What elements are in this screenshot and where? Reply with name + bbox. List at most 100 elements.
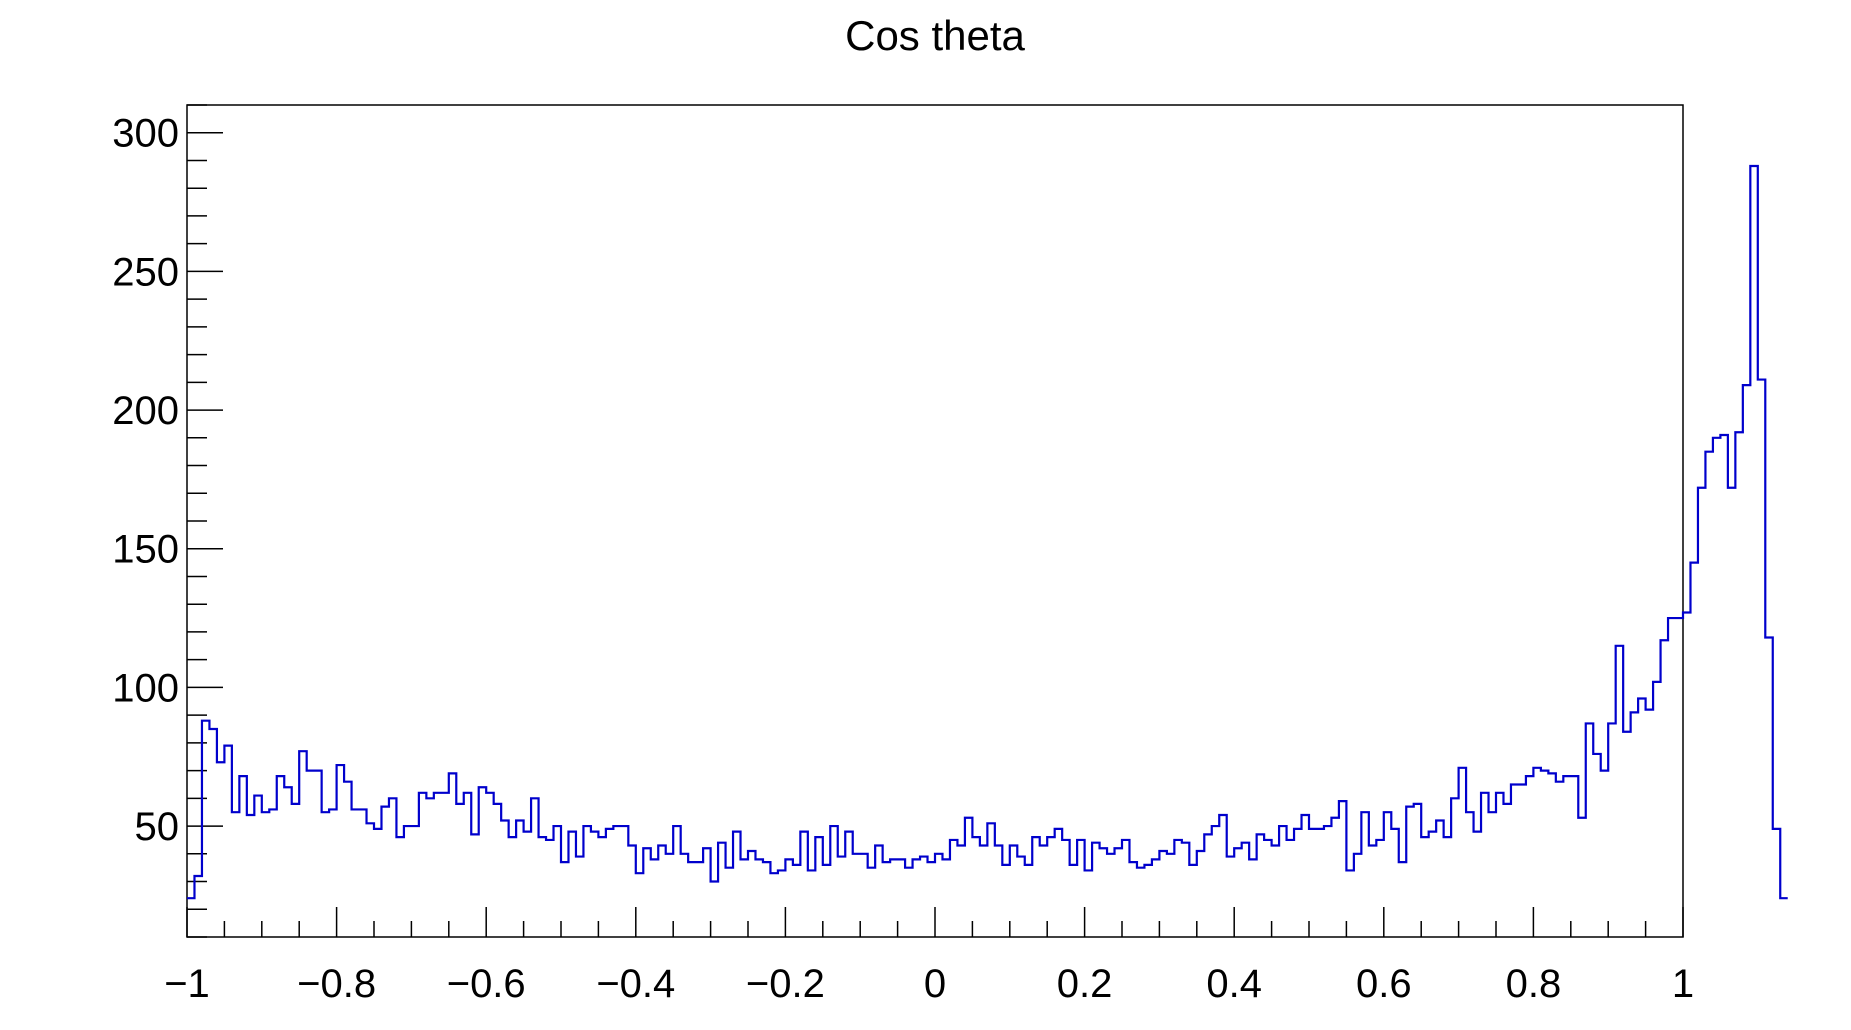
- histogram-bin: [486, 793, 493, 937]
- histogram-bin: [1391, 829, 1398, 937]
- histogram-bin: [853, 854, 860, 937]
- histogram-bin: [681, 854, 688, 937]
- histogram-bin: [314, 771, 321, 937]
- histogram-bin: [778, 870, 785, 937]
- histogram-bin: [718, 843, 725, 937]
- histogram-bin: [711, 882, 718, 937]
- histogram-bin: [1489, 812, 1496, 937]
- histogram-bin: [1219, 815, 1226, 937]
- histogram-bin: [808, 870, 815, 937]
- histogram-bin: [942, 859, 949, 937]
- histogram-bin: [1182, 843, 1189, 937]
- histogram-bin: [823, 865, 830, 937]
- histogram-bin: [434, 793, 441, 937]
- histogram-bin: [1728, 488, 1735, 937]
- histogram-bin: [1623, 732, 1630, 937]
- histogram-bin: [1032, 837, 1039, 937]
- histogram-bin: [793, 865, 800, 937]
- histogram-bin: [1780, 898, 1787, 937]
- histogram-bin: [1668, 618, 1675, 937]
- chart-title: Cos theta: [845, 12, 1025, 59]
- histogram-bin: [1526, 776, 1533, 937]
- histogram-bin: [1429, 832, 1436, 937]
- histogram-bin: [1144, 865, 1151, 937]
- histogram-bin: [1204, 834, 1211, 937]
- histogram-bin: [1092, 843, 1099, 937]
- histogram-bin: [1107, 854, 1114, 937]
- histogram-bin: [561, 862, 568, 937]
- histogram-bin: [546, 840, 553, 937]
- histogram-bin: [1129, 862, 1136, 937]
- histogram-bin: [217, 762, 224, 937]
- histogram-bin: [1511, 784, 1518, 937]
- y-tick-label: 100: [112, 666, 179, 710]
- histogram-bin: [703, 848, 710, 937]
- x-tick-label: −0.4: [596, 962, 675, 1006]
- histogram-bin: [1556, 782, 1563, 937]
- histogram-bin: [1548, 773, 1555, 937]
- histogram-bin: [337, 765, 344, 937]
- histogram-bin: [1025, 865, 1032, 937]
- histogram-bin: [1563, 776, 1570, 937]
- histogram-bin: [501, 821, 508, 937]
- histogram-bin: [1309, 829, 1316, 937]
- x-tick-label: −0.6: [447, 962, 526, 1006]
- histogram-bin: [1773, 829, 1780, 937]
- histogram-bin: [1002, 865, 1009, 937]
- histogram-bin: [1638, 698, 1645, 937]
- histogram-bin: [1279, 826, 1286, 937]
- histogram-bin: [1055, 829, 1062, 937]
- histogram-bin: [1346, 870, 1353, 937]
- histogram-bin: [329, 809, 336, 937]
- histogram-bin: [1518, 784, 1525, 937]
- histogram-bin: [1705, 452, 1712, 937]
- histogram-bin: [1354, 854, 1361, 937]
- x-tick-label: −0.8: [297, 962, 376, 1006]
- histogram-bin: [898, 859, 905, 937]
- histogram-bin: [673, 826, 680, 937]
- histogram-bin: [202, 721, 209, 937]
- histogram-bin: [494, 804, 501, 937]
- histogram-step-line: [187, 164, 1788, 900]
- histogram-bin: [741, 859, 748, 937]
- plot-frame: [186, 104, 1684, 938]
- x-tick-label: 0.2: [1057, 962, 1113, 1006]
- histogram-bin: [554, 826, 561, 937]
- histogram-series: [187, 164, 1788, 937]
- histogram-bin: [524, 832, 531, 937]
- histogram-bin: [1384, 812, 1391, 937]
- histogram-bin: [1646, 710, 1653, 937]
- histogram-bin: [1593, 754, 1600, 937]
- histogram-bin: [621, 826, 628, 937]
- histogram-bin: [920, 857, 927, 937]
- histogram-bin: [995, 845, 1002, 937]
- histogram-bin: [1047, 837, 1054, 937]
- histogram-bin: [980, 845, 987, 937]
- histogram-bin: [913, 859, 920, 937]
- histogram-bin: [1578, 818, 1585, 937]
- x-tick-label: 0.4: [1206, 962, 1262, 1006]
- histogram-bin: [1451, 798, 1458, 937]
- histogram-bin: [1444, 837, 1451, 937]
- histogram-bin: [1399, 862, 1406, 937]
- histogram-bin: [1152, 859, 1159, 937]
- histogram-bin: [606, 829, 613, 937]
- histogram-bin: [628, 845, 635, 937]
- histogram-bin: [1316, 829, 1323, 937]
- histogram-bin: [209, 729, 216, 937]
- histogram-bin: [1137, 868, 1144, 937]
- histogram-bin: [1503, 804, 1510, 937]
- histogram-bin: [1167, 854, 1174, 937]
- histogram-bin: [1017, 857, 1024, 937]
- histogram-bin: [1189, 865, 1196, 937]
- histogram-bin: [890, 859, 897, 937]
- histogram-bin: [1264, 840, 1271, 937]
- histogram-bin: [359, 809, 366, 937]
- histogram-bin: [972, 837, 979, 937]
- histogram-bin: [1077, 840, 1084, 937]
- histogram-bin: [1115, 848, 1122, 937]
- histogram-bin: [1601, 771, 1608, 937]
- histogram-bin: [1234, 848, 1241, 937]
- histogram-bin: [352, 809, 359, 937]
- histogram-bin: [1690, 563, 1697, 937]
